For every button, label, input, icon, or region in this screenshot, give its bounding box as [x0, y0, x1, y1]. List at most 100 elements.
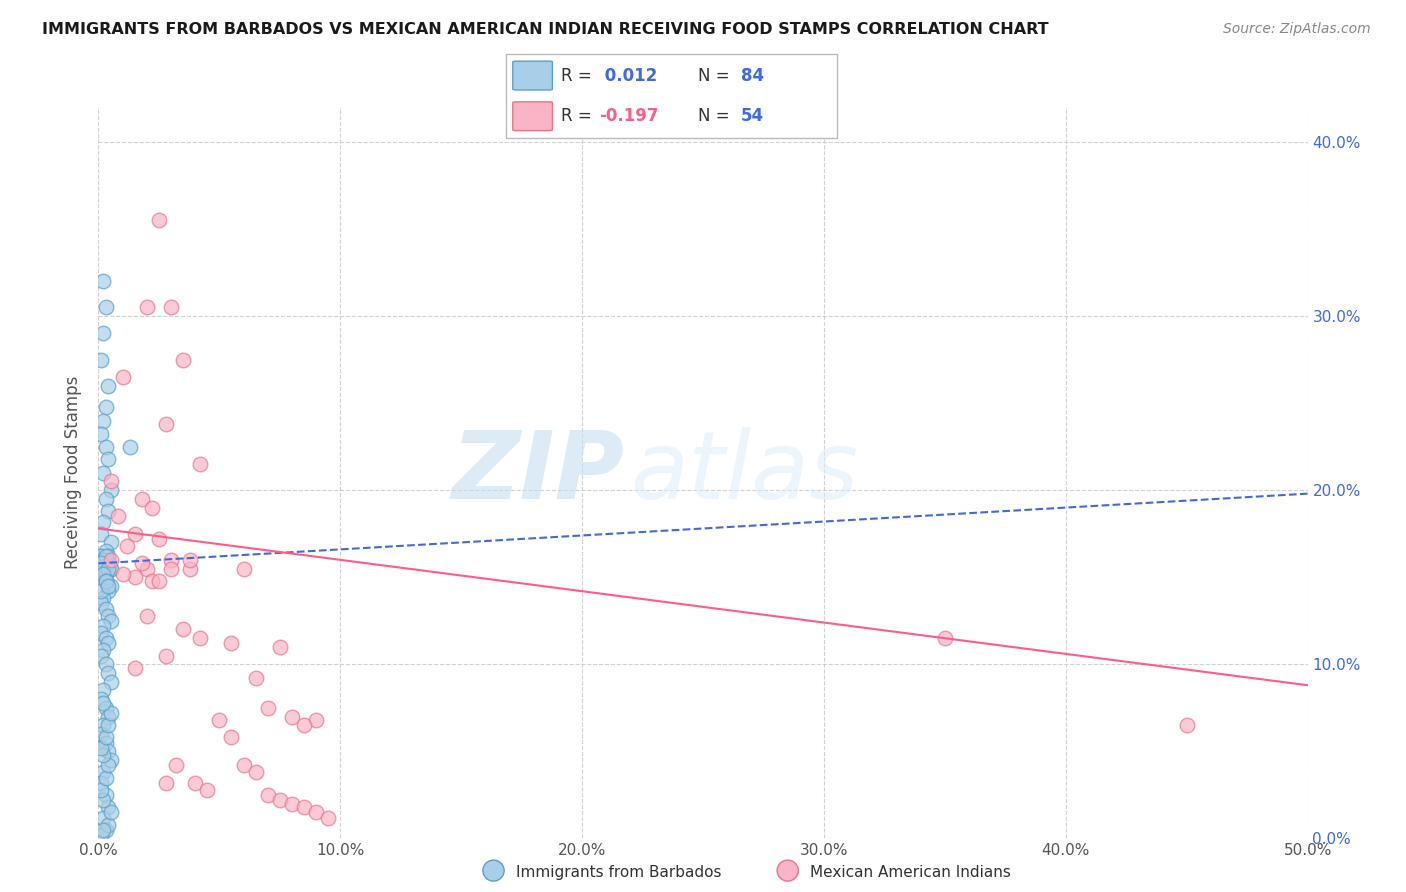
Point [292, 718, 315, 732]
Point [90, 727, 112, 741]
Point [97, 584, 120, 599]
Point [94, 631, 117, 645]
FancyBboxPatch shape [513, 102, 553, 130]
Point [305, 805, 328, 820]
Point [221, 731, 243, 745]
Text: Source: ZipAtlas.com: Source: ZipAtlas.com [1223, 22, 1371, 37]
Point [90, 557, 112, 571]
Point [208, 713, 231, 727]
Point [141, 574, 163, 588]
Point [100, 553, 122, 567]
Point [91, 683, 114, 698]
Point [97, 636, 120, 650]
Point [188, 631, 211, 645]
Point [97, 553, 120, 567]
Point [100, 475, 122, 489]
Point [94, 400, 117, 414]
Text: ZIP: ZIP [451, 426, 624, 519]
Point [91, 515, 114, 529]
Point [94, 736, 117, 750]
Text: R =: R = [561, 107, 596, 125]
Text: atlas: atlas [630, 427, 859, 518]
Point [94, 771, 117, 785]
Text: IMMIGRANTS FROM BARBADOS VS MEXICAN AMERICAN INDIAN RECEIVING FOOD STAMPS CORREL: IMMIGRANTS FROM BARBADOS VS MEXICAN AMER… [42, 22, 1049, 37]
Point [135, 561, 157, 575]
Point [100, 579, 122, 593]
Point [269, 793, 291, 807]
Point [90, 352, 112, 367]
Point [91, 811, 114, 825]
Point [90, 596, 112, 610]
Point [90, 692, 112, 706]
Point [245, 671, 267, 685]
Point [155, 648, 177, 663]
Point [94, 731, 117, 745]
Point [148, 532, 170, 546]
Point [91, 643, 114, 657]
Point [94, 440, 117, 454]
Point [97, 800, 120, 814]
Circle shape [778, 860, 799, 881]
Text: Immigrants from Barbados: Immigrants from Barbados [516, 865, 721, 880]
Point [232, 561, 254, 575]
Point [269, 640, 291, 654]
Point [97, 718, 120, 732]
Point [117, 539, 139, 553]
Point [94, 574, 117, 588]
Point [232, 758, 254, 772]
Point [97, 504, 120, 518]
Point [111, 566, 134, 581]
Point [1175, 718, 1198, 732]
Point [124, 570, 146, 584]
FancyBboxPatch shape [506, 54, 837, 138]
Point [97, 451, 120, 466]
Circle shape [482, 860, 505, 881]
Point [160, 561, 183, 575]
Text: 0.012: 0.012 [599, 67, 657, 85]
Point [135, 608, 157, 623]
Point [90, 584, 112, 599]
Point [97, 549, 120, 564]
Point [100, 483, 122, 498]
Point [172, 352, 194, 367]
Point [97, 561, 120, 575]
Point [131, 557, 153, 571]
Point [90, 776, 112, 790]
Y-axis label: Receiving Food Stamps: Receiving Food Stamps [65, 376, 83, 569]
Point [91, 557, 114, 571]
Text: -0.197: -0.197 [599, 107, 658, 125]
Point [94, 544, 117, 558]
Point [184, 776, 207, 790]
Point [97, 758, 120, 772]
Point [100, 535, 122, 549]
Point [256, 788, 278, 802]
Text: R =: R = [561, 67, 596, 85]
Text: 84: 84 [741, 67, 763, 85]
Point [91, 619, 114, 633]
Point [97, 709, 120, 723]
Point [91, 326, 114, 341]
Point [155, 776, 177, 790]
Point [91, 696, 114, 710]
Point [97, 817, 120, 831]
Point [245, 765, 267, 780]
Point [97, 666, 120, 681]
Point [148, 574, 170, 588]
Point [94, 788, 117, 802]
Point [91, 747, 114, 762]
Point [155, 417, 177, 431]
Point [107, 509, 129, 524]
Point [90, 782, 112, 797]
Point [97, 579, 120, 593]
Point [94, 566, 117, 581]
Point [100, 753, 122, 767]
Point [124, 526, 146, 541]
Point [91, 553, 114, 567]
Point [141, 500, 163, 515]
Point [90, 526, 112, 541]
Point [90, 648, 112, 663]
Point [179, 561, 201, 575]
Text: 54: 54 [741, 107, 763, 125]
Point [188, 457, 211, 471]
Point [90, 561, 112, 575]
